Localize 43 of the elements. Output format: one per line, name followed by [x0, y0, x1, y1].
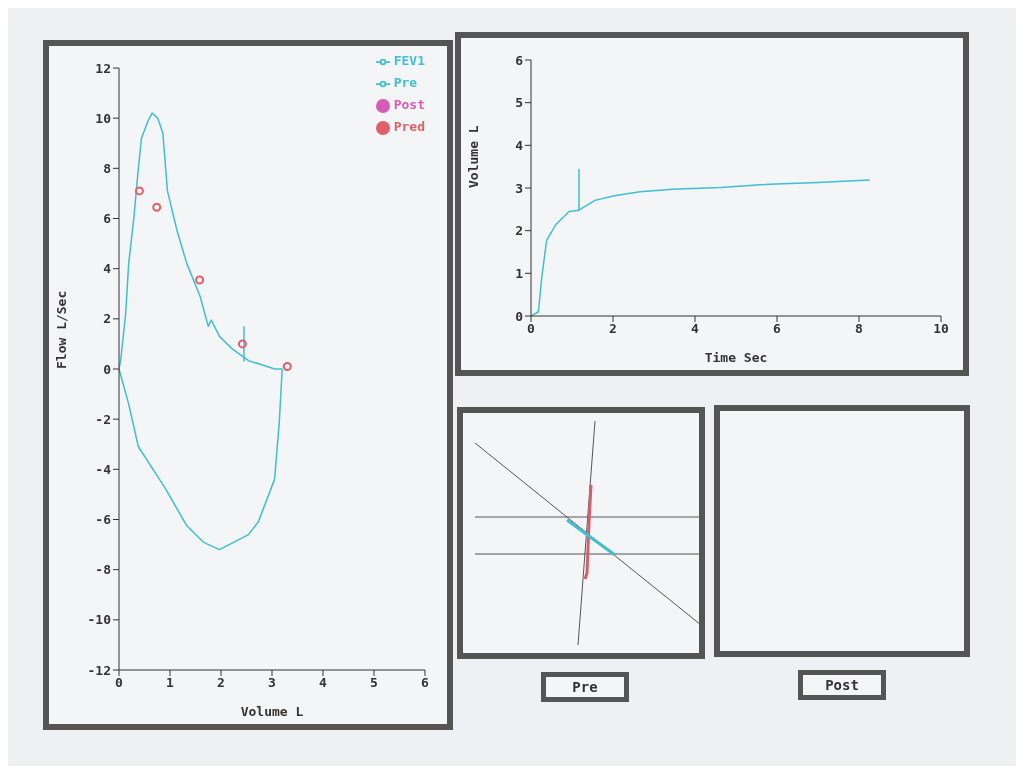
x-tick-label: 8 — [855, 321, 864, 337]
x-tick-label: 0 — [527, 321, 536, 337]
y-tick-label: 0 — [103, 361, 112, 377]
x-tick-label: 0 — [115, 675, 124, 691]
y-tick-label: 10 — [95, 110, 112, 126]
x-axis-title: Volume L — [240, 704, 304, 719]
legend-label: Pre — [393, 75, 418, 90]
x-tick-label: 3 — [268, 675, 276, 691]
x-tick-label: 6 — [421, 675, 430, 691]
legend-label: FEV1 — [393, 53, 425, 68]
y-tick-label: -2 — [95, 411, 111, 427]
x-tick-label: 2 — [609, 321, 617, 337]
x-tick-label: 4 — [691, 321, 700, 337]
x-tick-label: 5 — [370, 675, 378, 691]
y-tick-label: 6 — [103, 211, 112, 227]
y-tick-label: 6 — [515, 52, 524, 68]
y-tick-label: -10 — [87, 612, 112, 628]
y-tick-label: -8 — [95, 562, 112, 578]
y-tick-label: 4 — [515, 137, 524, 153]
y-tick-label: 2 — [103, 311, 111, 327]
y-tick-label: 4 — [103, 261, 112, 277]
x-tick-label: 4 — [319, 675, 328, 691]
y-tick-label: 1 — [515, 265, 524, 281]
y-tick-label: -4 — [95, 461, 112, 477]
text: Pre — [541, 672, 629, 702]
legend-label: Pred — [393, 119, 425, 134]
y-tick-label: -12 — [87, 662, 111, 678]
x-tick-label: 2 — [217, 675, 225, 691]
y-tick-label: 0 — [515, 308, 524, 324]
x-tick-label: 6 — [773, 321, 782, 337]
y-tick-label: 8 — [103, 160, 112, 176]
y-tick-label: 5 — [515, 95, 523, 111]
legend-label: Post — [393, 97, 425, 112]
y-tick-label: 2 — [515, 223, 523, 239]
y-tick-label: 3 — [515, 180, 523, 196]
y-axis-title: Volume L — [465, 125, 481, 188]
y-axis-title: Flow L/Sec — [53, 290, 69, 369]
y-tick-label: -6 — [95, 512, 112, 528]
x-tick-label: 10 — [933, 321, 949, 337]
x-tick-label: 1 — [166, 675, 175, 691]
y-tick-label: 12 — [95, 60, 111, 76]
text: Post — [798, 670, 886, 700]
x-axis-title: Time Sec — [704, 350, 768, 365]
